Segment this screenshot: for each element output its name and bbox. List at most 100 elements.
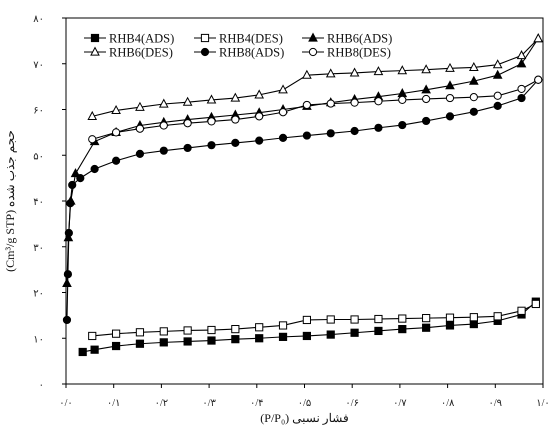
data-point-rhb6-des <box>445 62 455 72</box>
data-point-rhb6-ads <box>469 75 479 85</box>
legend-label: RHB8(ADS) <box>219 46 284 60</box>
series-line-rhb4-des <box>92 303 537 337</box>
x-tick-label: ۰/۰ <box>59 398 73 409</box>
data-point-rhb4-des <box>135 328 145 337</box>
data-point-rhb4-des <box>302 315 311 325</box>
series-rhb8-ads <box>62 75 543 325</box>
data-point-rhb4-des <box>493 312 502 321</box>
data-point-rhb8-des <box>398 95 407 104</box>
y-tick-label: ۳۰ <box>33 243 44 254</box>
x-tick-label: ۱/۰ <box>536 398 550 409</box>
data-point-rhb6-des <box>349 67 360 77</box>
data-point-rhb8-ads <box>183 143 192 153</box>
y-tick-label: ۶۰ <box>33 106 44 117</box>
data-point-rhb8-des <box>111 128 121 137</box>
data-point-rhb6-ads <box>62 277 72 287</box>
x-tick-label: ۰/۳ <box>202 398 216 409</box>
series-rhb4-des <box>88 299 540 341</box>
data-point-rhb4-ads <box>255 334 264 343</box>
legend-item-rhb6-des: RHB6(DES) <box>84 46 173 60</box>
data-point-rhb8-des <box>422 94 431 104</box>
data-point-rhb8-des <box>159 121 168 130</box>
data-point-rhb4-des <box>88 331 97 341</box>
data-point-rhb4-des <box>398 314 407 323</box>
data-point-rhb8-ads <box>68 180 77 190</box>
legend-marker <box>200 47 210 57</box>
legend-item-rhb4-ads: RHB4(ADS) <box>84 32 174 46</box>
data-point-rhb8-des <box>278 108 288 117</box>
series-rhb6-ads <box>62 33 544 287</box>
data-point-rhb6-des <box>492 59 503 69</box>
x-tick-label: ۰/۲ <box>155 398 169 409</box>
data-point-rhb4-ads <box>302 331 311 341</box>
data-point-rhb8-ads <box>64 228 73 238</box>
data-point-rhb4-des <box>374 314 383 324</box>
series-rhb4-ads <box>78 297 540 357</box>
data-point-rhb8-des <box>350 98 359 107</box>
data-point-rhb4-des <box>422 314 431 323</box>
data-point-rhb6-des <box>158 98 169 108</box>
x-tick-label: ۰/۵ <box>298 398 312 409</box>
legend-label: RHB6(DES) <box>109 46 173 60</box>
legend-label: RHB4(DES) <box>219 32 283 46</box>
data-point-rhb4-ads <box>159 338 168 347</box>
data-point-rhb6-ads <box>492 69 503 79</box>
data-point-rhb8-ads <box>422 116 431 126</box>
data-point-rhb4-ads <box>374 326 383 336</box>
legend-marker <box>200 33 210 43</box>
data-point-rhb8-des <box>493 91 502 100</box>
y-tick-label: ۰ <box>39 380 44 391</box>
data-point-rhb8-ads <box>326 129 335 138</box>
legend-marker <box>90 33 100 43</box>
data-point-rhb6-ads <box>421 84 431 94</box>
data-point-rhb8-ads <box>159 146 168 155</box>
data-point-rhb8-des <box>231 115 240 124</box>
data-point-rhb6-des <box>254 89 265 99</box>
data-point-rhb4-des <box>111 329 121 338</box>
y-tick-label: ۴۰ <box>33 197 44 208</box>
axes: ۰/۰ ۰/۱ ۰/۲ ۰/۳ ۰/۴ ۰/۵ ۰/۶ ۰/۷ ۰/۸ ۰/۹ ۱/۰ ۰ ۱۰ ۲۰ ۳۰… <box>33 14 550 409</box>
data-point-rhb4-ads <box>135 339 145 348</box>
data-point-rhb6-des <box>533 33 544 43</box>
data-point-rhb8-ads <box>207 141 216 150</box>
data-point-rhb8-ads <box>111 156 121 165</box>
x-tick-label: ۰/۹ <box>489 398 503 409</box>
series-rhb6-des <box>87 33 544 120</box>
data-point-rhb4-ads <box>422 323 431 332</box>
y-tick-label: ۷۰ <box>33 60 44 71</box>
x-tick-label: ۰/۸ <box>441 398 455 409</box>
legend-label: RHB4(ADS) <box>109 32 174 46</box>
data-point-rhb8-ads <box>374 123 383 132</box>
y-tick-label: ۸۰ <box>33 14 44 25</box>
series-line-rhb6-des <box>92 38 539 117</box>
data-point-rhb8-ads <box>90 164 99 174</box>
data-point-rhb6-des <box>135 101 145 111</box>
data-point-rhb8-ads <box>278 133 288 142</box>
legend-label: RHB8(DES) <box>327 46 391 60</box>
x-tick-label: ۰/۱ <box>107 398 121 409</box>
data-point-rhb6-ads <box>516 58 527 68</box>
data-point-rhb4-des <box>326 315 335 324</box>
series-line-rhb4-ads <box>82 301 537 353</box>
data-point-rhb8-ads <box>350 126 359 136</box>
data-point-rhb4-ads <box>350 328 359 337</box>
series-layer <box>62 33 544 357</box>
data-point-rhb4-des <box>183 326 192 335</box>
data-point-rhb6-des <box>516 50 527 60</box>
legend-marker <box>308 47 318 57</box>
data-point-rhb8-des <box>88 135 97 144</box>
y-tick-label: ۲۰ <box>33 289 44 300</box>
data-point-rhb8-ads <box>445 112 455 121</box>
data-point-rhb8-des <box>469 93 478 102</box>
legend-item-rhb6-ads: RHB6(ADS) <box>302 32 392 46</box>
data-point-rhb4-ads <box>78 347 87 357</box>
data-point-rhb8-ads <box>231 138 240 147</box>
data-point-rhb6-des <box>230 92 241 102</box>
data-point-rhb4-ads <box>398 325 407 334</box>
data-point-rhb8-ads <box>302 131 311 140</box>
data-point-rhb4-ads <box>111 341 121 351</box>
data-point-rhb4-ads <box>231 335 240 344</box>
data-point-rhb4-ads <box>207 336 216 345</box>
data-point-rhb8-ads <box>62 315 72 325</box>
data-point-rhb8-ads <box>135 149 145 158</box>
